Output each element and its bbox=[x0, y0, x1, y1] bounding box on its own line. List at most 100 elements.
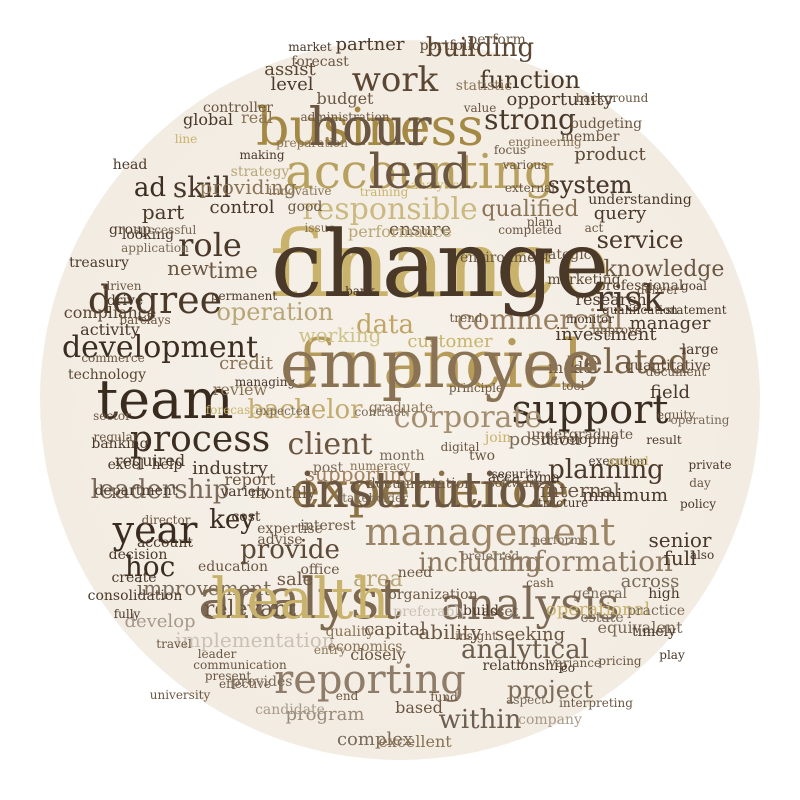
word-business: business bbox=[256, 98, 484, 158]
word-day: day bbox=[689, 476, 711, 490]
word-economics: economics bbox=[327, 639, 403, 655]
word-supporting: supporting bbox=[304, 462, 416, 486]
word-change: change bbox=[270, 211, 610, 318]
word-plan: plan bbox=[526, 215, 554, 229]
word-fully: fully bbox=[113, 607, 141, 621]
word-program: program bbox=[285, 704, 365, 725]
word-treasury: treasury bbox=[69, 255, 129, 271]
word-preferred: preferred bbox=[460, 549, 520, 563]
word-knowledge: knowledge bbox=[603, 257, 725, 282]
word-document: document bbox=[645, 365, 707, 379]
word-equivalent: equivalent bbox=[597, 618, 683, 637]
word-quality: quality bbox=[325, 624, 375, 640]
word-opportunity: opportunity bbox=[506, 89, 614, 110]
word-driven: driven bbox=[102, 279, 142, 293]
word-general: general bbox=[572, 586, 628, 602]
word-position: position bbox=[508, 429, 582, 450]
word-support: support bbox=[511, 387, 669, 433]
word-travel: travel bbox=[156, 637, 192, 651]
word-internal: internal bbox=[540, 478, 620, 502]
word-documentation: documentation bbox=[366, 476, 474, 492]
word-asset: asset bbox=[481, 604, 519, 620]
word-member: member bbox=[560, 129, 620, 145]
word-cloud-circle bbox=[40, 40, 760, 760]
word-monitor: monitor bbox=[566, 312, 614, 326]
word-analytics: analytics bbox=[410, 178, 466, 192]
word-security: security bbox=[491, 467, 541, 481]
word-related: related bbox=[566, 342, 690, 382]
word-responsible: responsible bbox=[302, 192, 478, 227]
word-providing: providing bbox=[199, 175, 297, 199]
word-strong: strong bbox=[484, 103, 576, 136]
word-implementation: implementation bbox=[175, 628, 335, 652]
word-strategy: strategy bbox=[230, 164, 290, 180]
word-tool: tool bbox=[561, 379, 585, 393]
word-commercial: commercial bbox=[457, 303, 623, 336]
word-interpreting: interpreting bbox=[559, 696, 633, 710]
word-director: director bbox=[141, 513, 191, 527]
word-professional: professional bbox=[596, 278, 684, 294]
word-based: based bbox=[395, 698, 443, 717]
word-system: system bbox=[547, 171, 633, 199]
word-ensure: ensure bbox=[388, 219, 452, 240]
word-acca: acca bbox=[487, 470, 521, 486]
word-goal: goal bbox=[681, 279, 707, 293]
word-interest: interest bbox=[300, 518, 356, 534]
word-university: university bbox=[149, 688, 211, 702]
word-including: including bbox=[418, 548, 542, 578]
word-end: end bbox=[335, 689, 359, 703]
word-office: office bbox=[300, 562, 340, 578]
word-complex: complex bbox=[336, 729, 414, 750]
word-graduate: graduate bbox=[368, 400, 434, 416]
word-qualification: qualification bbox=[602, 303, 678, 317]
word-preferably: preferably bbox=[393, 604, 467, 620]
word-hour: hour bbox=[308, 98, 432, 158]
word-hoc: hoc bbox=[124, 550, 176, 583]
word-skill: skill bbox=[172, 171, 232, 204]
word-research: research bbox=[575, 290, 647, 309]
word-department: department bbox=[94, 483, 178, 499]
word-lead: lead bbox=[368, 144, 472, 200]
word-monthly: monthly bbox=[250, 483, 316, 502]
word-private: private bbox=[688, 458, 732, 472]
word-portfolio: portfolio bbox=[419, 38, 481, 54]
word-develop: develop bbox=[124, 611, 196, 632]
word-operational: operational bbox=[545, 599, 651, 620]
word-sector: sector bbox=[93, 409, 131, 423]
word-need: need bbox=[397, 565, 433, 581]
word-communication: communication bbox=[193, 658, 287, 672]
word-statistic: statistic bbox=[455, 78, 513, 94]
word-effective: effective bbox=[219, 677, 271, 691]
word-join: join bbox=[484, 430, 512, 446]
word-company: company bbox=[518, 712, 582, 728]
word-technology: technology bbox=[68, 367, 146, 383]
word-understanding: understanding bbox=[588, 192, 692, 208]
word-administration: administration bbox=[300, 110, 390, 124]
word-real: real bbox=[241, 108, 273, 127]
word-function: function bbox=[479, 66, 581, 94]
word-employee: employee bbox=[279, 326, 601, 403]
word-aspect: aspect bbox=[506, 693, 546, 707]
word-pricing: pricing bbox=[598, 654, 642, 668]
word-team: team bbox=[96, 368, 234, 431]
word-managing: managing bbox=[234, 375, 296, 389]
word-numeracy: numeracy bbox=[349, 459, 411, 473]
word-improvement: improvement bbox=[136, 576, 272, 600]
word-global: global bbox=[183, 110, 233, 129]
word-regular: regular bbox=[93, 430, 139, 444]
word-cash: cash bbox=[526, 576, 554, 590]
word-partner: partner bbox=[335, 34, 405, 55]
word-health: health bbox=[210, 567, 390, 632]
word-preparation: preparation bbox=[276, 136, 348, 150]
word-focus: focus bbox=[493, 143, 527, 157]
word-analyst: analyst bbox=[198, 567, 402, 632]
word-industry: industry bbox=[192, 458, 268, 479]
word-variety: variety bbox=[220, 484, 270, 500]
word-report: report bbox=[224, 470, 276, 489]
word-review: review bbox=[212, 380, 268, 399]
word-year: year bbox=[112, 508, 198, 552]
word-application: application bbox=[121, 241, 189, 255]
word-required: required bbox=[114, 451, 186, 470]
word-query: query bbox=[593, 203, 647, 224]
word-barclays: barclays bbox=[119, 313, 171, 327]
